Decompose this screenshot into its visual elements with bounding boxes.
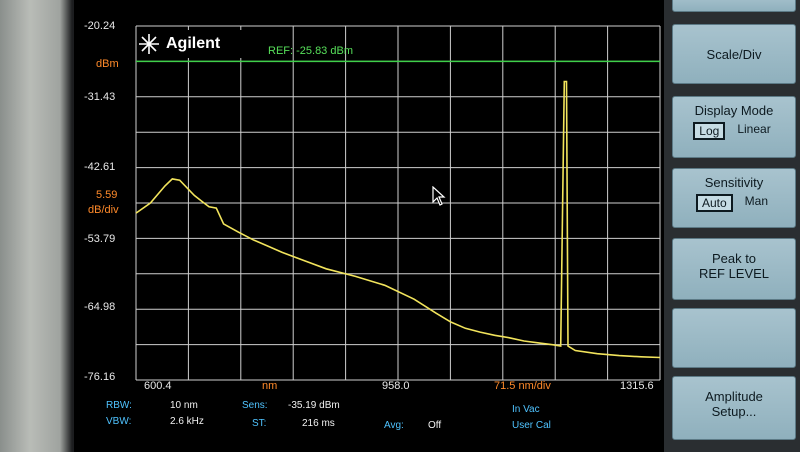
y-tick-label: -31.43 <box>84 91 116 103</box>
x-per-div-label: 71.5 nm/div <box>494 380 551 392</box>
ref-level-label: REF: -25.83 dBm <box>268 45 353 57</box>
scale-unit-label: dB/div <box>88 204 119 216</box>
scale-div-button[interactable]: Scale/Div <box>672 24 796 84</box>
y-tick-label: -64.98 <box>84 301 116 313</box>
scale-value-label: 5.59 <box>96 189 118 201</box>
blank-softkey[interactable] <box>672 308 796 368</box>
amplitude-line2: Setup... <box>711 404 757 419</box>
spectrum-trace <box>135 80 661 359</box>
display-mode-button[interactable]: Display Mode Log Linear <box>672 96 796 158</box>
sensitivity-button[interactable]: Sensitivity Auto Man <box>672 168 796 228</box>
amplitude-line1: Amplitude <box>705 389 763 404</box>
peak-ref-line2: REF LEVEL <box>698 266 770 281</box>
plot-grid <box>135 25 661 381</box>
avg-value: Off <box>428 420 442 431</box>
peak-to-ref-button[interactable]: Peak to REF LEVEL <box>672 238 796 300</box>
scale-div-label: Scale/Div <box>706 47 762 62</box>
medium-label: In Vac <box>512 404 540 415</box>
cal-label: User Cal <box>512 420 551 431</box>
y-tick-label: -76.16 <box>84 371 116 383</box>
vbw-label: VBW: <box>106 416 132 427</box>
x-center-label: 958.0 <box>382 380 410 392</box>
display-mode-log: Log <box>693 122 726 140</box>
softkey-panel: Scale/Div Display Mode Log Linear Sensit… <box>664 0 800 452</box>
x-start-label: 600.4 <box>144 380 172 392</box>
agilent-logo: Agilent <box>138 30 244 58</box>
vbw-value: 2.6 kHz <box>170 416 204 427</box>
st-value: 216 ms <box>302 418 335 429</box>
y-unit-label: dBm <box>96 58 119 70</box>
display-mode-title: Display Mode <box>694 103 774 118</box>
rbw-label: RBW: <box>106 400 132 411</box>
display-mode-linear: Linear <box>737 122 771 136</box>
y-top-label: -20.24 <box>84 20 116 32</box>
agilent-spark-icon <box>139 34 159 54</box>
brand-name: Agilent <box>166 35 221 52</box>
sens-label: Sens: <box>242 400 268 411</box>
analyzer-screen: Agilent REF: -25.83 dBm -20.24 dBm -31.4… <box>74 0 664 452</box>
rbw-value: 10 nm <box>170 400 198 411</box>
softkey-top-edge[interactable] <box>672 0 796 12</box>
sensitivity-title: Sensitivity <box>704 175 764 190</box>
sens-value: -35.19 dBm <box>288 400 340 411</box>
sensitivity-man: Man <box>744 194 769 208</box>
y-tick-label: -42.61 <box>84 161 116 173</box>
peak-ref-line1: Peak to <box>711 251 757 266</box>
x-end-label: 1315.6 <box>620 380 654 392</box>
st-label: ST: <box>252 418 267 429</box>
mouse-pointer-icon <box>432 186 446 206</box>
x-unit-label: nm <box>262 380 278 392</box>
avg-label: Avg: <box>384 420 404 431</box>
y-tick-label: -53.79 <box>84 233 116 245</box>
amplitude-setup-button[interactable]: Amplitude Setup... <box>672 376 796 440</box>
sensitivity-auto: Auto <box>695 194 733 212</box>
spectrum-plot <box>135 25 661 381</box>
